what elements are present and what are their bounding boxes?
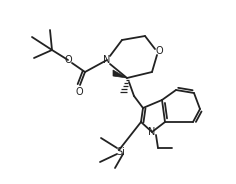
Text: O: O (155, 46, 163, 56)
Text: O: O (64, 55, 72, 65)
Text: N: N (103, 55, 111, 65)
Text: N: N (148, 127, 156, 137)
Text: Si: Si (117, 147, 126, 157)
Polygon shape (113, 70, 127, 78)
Text: O: O (75, 87, 83, 97)
